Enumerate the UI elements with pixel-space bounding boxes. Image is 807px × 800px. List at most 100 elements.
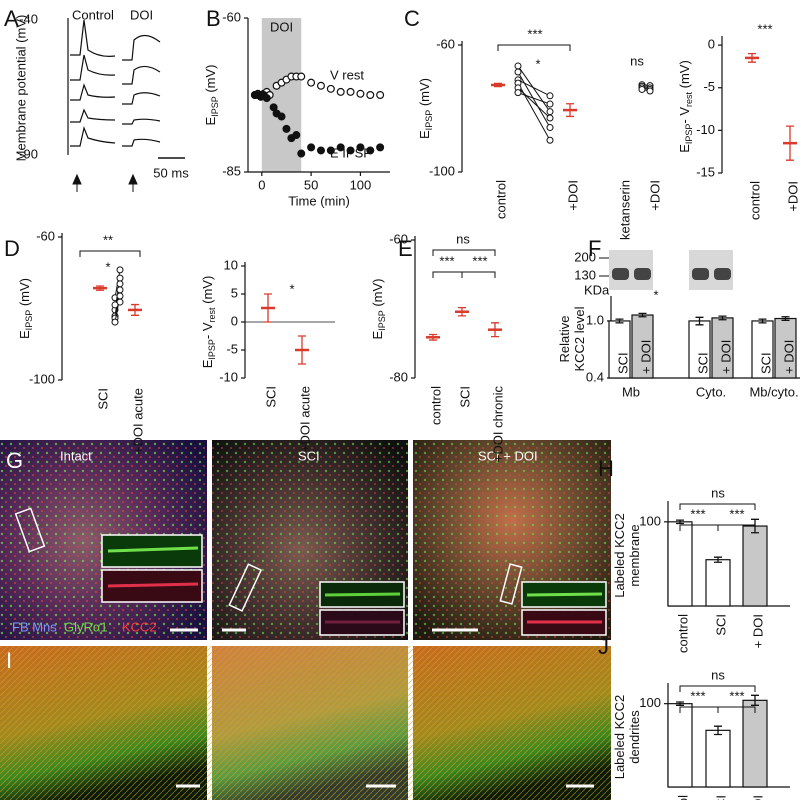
blot-band xyxy=(714,268,731,280)
significance-label: *** xyxy=(729,688,744,703)
panel-letter: I xyxy=(6,648,12,673)
x-tick-label: SCI xyxy=(713,614,728,636)
data-point xyxy=(297,72,306,81)
y-axis-label-part: E xyxy=(203,116,218,125)
error-bar xyxy=(714,725,722,736)
pair-point xyxy=(546,114,554,122)
y-tick-label: 1.0 xyxy=(586,312,604,327)
data-point xyxy=(297,149,306,158)
x-tick-label: control xyxy=(493,180,508,219)
y-axis-label: dendrites xyxy=(627,710,642,764)
error-bar xyxy=(718,315,727,321)
bar-label: + DOI xyxy=(781,340,796,374)
x-tick-label: +DOI xyxy=(565,180,580,211)
significance-label: *** xyxy=(690,688,705,703)
y-tick-label: 100 xyxy=(639,695,661,710)
blot-band xyxy=(612,268,629,280)
y-axis-label-part: E xyxy=(417,130,432,139)
x-tick-label: 50 xyxy=(304,177,318,192)
y-tick-label: -100 xyxy=(29,371,55,386)
data-point xyxy=(336,143,345,152)
y-tick-label: -85 xyxy=(222,163,241,178)
pair-point xyxy=(514,68,522,76)
x-tick-label: ketanserin xyxy=(617,180,632,240)
pair-point xyxy=(546,124,554,132)
pair-line xyxy=(517,87,551,119)
y-axis-label-part: E xyxy=(200,359,215,368)
data-point xyxy=(326,84,335,93)
traces xyxy=(67,18,185,159)
y-tick-label: 0.4 xyxy=(586,369,604,384)
significance-label: *** xyxy=(439,253,454,268)
stain-label: FB Mns xyxy=(12,619,57,634)
significance-bracket xyxy=(497,44,571,51)
error-bar xyxy=(714,556,722,563)
data-point xyxy=(376,90,385,99)
x-tick-label: Mb/cyto. xyxy=(749,384,798,399)
pair-point xyxy=(111,301,119,309)
data-point xyxy=(262,94,271,103)
significance-bracket xyxy=(461,271,496,278)
y-axis-label-part: (mV) xyxy=(370,279,385,311)
y-tick-label: -10 xyxy=(219,369,238,384)
y-tick-label: 100 xyxy=(639,513,661,528)
bar-label: SCI xyxy=(758,352,773,374)
stim-arrow xyxy=(128,173,138,192)
data-point xyxy=(336,87,345,96)
panel-letter: F xyxy=(588,236,601,261)
x-tick-label: 0 xyxy=(258,177,265,192)
y-tick-label: -60 xyxy=(436,36,455,51)
blot-marker: 200 xyxy=(574,249,596,264)
pair-point xyxy=(116,266,124,274)
pair-line xyxy=(517,79,551,97)
panel-letter: E xyxy=(398,236,413,261)
x-tick-label: control xyxy=(675,614,690,653)
y-tick-label: 0 xyxy=(708,37,715,52)
data-point xyxy=(356,143,365,152)
y-tick-label: -60 xyxy=(222,9,241,24)
pair-point xyxy=(546,100,554,108)
stim-arrow xyxy=(72,173,82,192)
data-point xyxy=(376,143,385,152)
data-point xyxy=(307,143,316,152)
y-axis-label-part: - V xyxy=(200,322,215,339)
y-axis-label: membrane xyxy=(627,524,642,586)
significance-label: * xyxy=(653,287,658,302)
scale-label: 50 ms xyxy=(153,165,189,180)
significance-label: *** xyxy=(527,26,542,41)
x-tick-label: +DOI chronic xyxy=(490,386,505,463)
image-title: SCI xyxy=(298,448,320,463)
significance-label: ** xyxy=(103,232,113,247)
y-tick-label: -10 xyxy=(696,122,715,137)
significance-bracket xyxy=(432,271,463,278)
bar-label: SCI xyxy=(695,352,710,374)
x-tick-label: Mb xyxy=(622,384,640,399)
error-bar xyxy=(676,701,684,706)
x-tick-label: +DOI acute xyxy=(130,388,145,454)
data-point xyxy=(316,146,325,155)
y-axis-label: KCC2 level xyxy=(572,306,587,371)
y-axis-label: Relative xyxy=(557,316,572,363)
y-axis-label-part: rest xyxy=(207,307,217,323)
y-tick-label: -90 xyxy=(19,146,38,161)
y-axis-label-part: Labeled KCC2 xyxy=(612,695,627,780)
significance-label: ns xyxy=(630,53,644,68)
significance-label: ns xyxy=(711,485,725,500)
x-tick-label: control xyxy=(747,181,762,220)
error-bar xyxy=(615,318,624,324)
y-axis-label-part: (mV) xyxy=(17,278,32,310)
y-axis-label-part: - V xyxy=(677,107,692,124)
error-bar xyxy=(751,694,759,706)
significance-bracket xyxy=(717,706,756,713)
pair-line xyxy=(517,92,551,105)
y-axis-label-part: E xyxy=(17,330,32,339)
panel-letter: B xyxy=(206,6,221,31)
bar xyxy=(705,559,731,607)
y-tick-label: -15 xyxy=(696,164,715,179)
pair-point xyxy=(111,318,119,326)
data-point xyxy=(269,103,278,112)
y-axis-label-part: IPSP xyxy=(210,96,220,117)
section-texture xyxy=(0,646,611,800)
error-bar xyxy=(695,316,704,326)
